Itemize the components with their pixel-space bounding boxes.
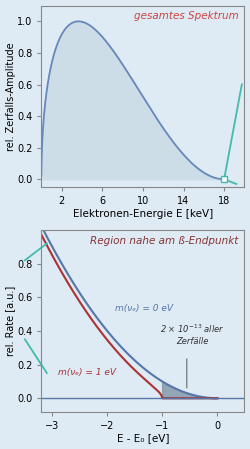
Y-axis label: rel. Rate [a.u.]: rel. Rate [a.u.] [6,286,16,356]
Text: Region nahe am ß-Endpunkt: Region nahe am ß-Endpunkt [90,236,238,246]
Y-axis label: rel. Zerfalls-Amplitude: rel. Zerfalls-Amplitude [6,42,16,151]
Text: m(νₑ) = 0 eV: m(νₑ) = 0 eV [116,304,173,313]
X-axis label: E - E₀ [eV]: E - E₀ [eV] [117,433,169,444]
Text: gesamtes Spektrum: gesamtes Spektrum [134,11,238,21]
Text: m(νₑ) = 1 eV: m(νₑ) = 1 eV [58,368,116,377]
X-axis label: Elektronen-Energie E [keV]: Elektronen-Energie E [keV] [73,209,213,219]
Text: 2 × 10$^{-13}$ aller
Zerfälle: 2 × 10$^{-13}$ aller Zerfälle [160,323,224,346]
